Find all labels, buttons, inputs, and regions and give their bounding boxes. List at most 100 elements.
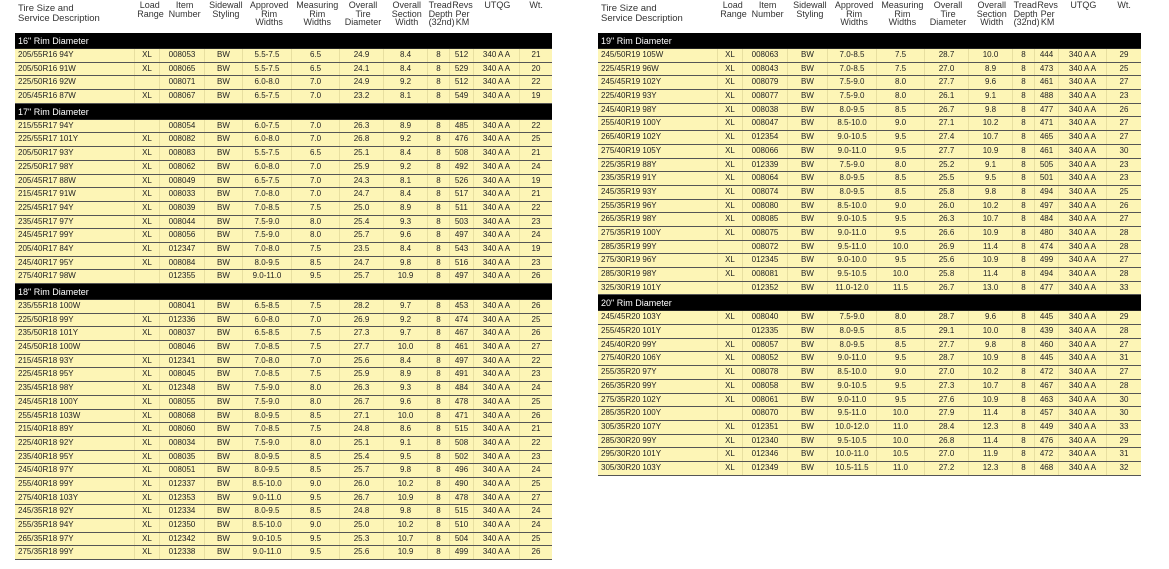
cell-approved-rim-widths: 7.5-9.0: [828, 158, 877, 172]
cell-approved-rim-widths: 8.5-10.0: [828, 366, 877, 379]
cell-measuring-rim-widths: 11.0: [877, 461, 925, 475]
cell-weight: 26: [531, 271, 541, 281]
cell-weight: 21: [531, 189, 541, 199]
cell-measuring-rim-widths: 10.0: [877, 434, 925, 448]
cell-tread-depth: 8: [428, 505, 450, 518]
cell-tread-depth: 8: [428, 49, 450, 62]
cell-utqg: 340 A A: [1059, 268, 1107, 281]
cell-tread-depth: 8: [1013, 90, 1035, 103]
cell-load-range: XL: [135, 450, 160, 464]
cell-utqg: 340 A A: [474, 354, 520, 368]
column-header-utqg: UTQG: [484, 0, 511, 10]
column-header-approved-rim-widths: Approved Rim Widths: [249, 0, 289, 27]
cell-revs-per-km: 517: [450, 188, 474, 201]
cell-approved-rim-widths: 6.0-8.0: [243, 133, 292, 147]
cell-tread-depth: 8: [1013, 158, 1035, 172]
cell-utqg: 340 A A: [474, 76, 520, 90]
cell-utqg: 340 A A: [474, 546, 520, 560]
cell-overall-section-width: 10.0: [969, 49, 1013, 62]
table-row: 255/35R18 94Y XL 012350 BW 8.5-10.0 9.0 25.0 10…: [15, 519, 552, 533]
cell-overall-section-width: 10.2: [384, 477, 428, 491]
cell-overall-section-width: 8.1: [384, 90, 428, 103]
cell-revs-per-km: 474: [450, 313, 474, 327]
cell-overall-section-width: 8.4: [384, 242, 428, 256]
cell-weight: 30: [1119, 408, 1129, 418]
cell-overall-section-width: 9.1: [969, 158, 1013, 172]
cell-overall-section-width: 10.0: [384, 341, 428, 354]
cell-item-number: 008062: [160, 160, 205, 174]
cell-revs-per-km: 515: [450, 423, 474, 436]
cell-revs-per-km: 463: [1035, 393, 1059, 407]
cell-sidewall-styling: BW: [205, 147, 243, 160]
cell-weight: 24: [531, 230, 541, 240]
cell-tread-depth: 8: [428, 256, 450, 270]
cell-utqg: 340 A A: [474, 133, 520, 147]
cell-weight: 21: [531, 424, 541, 434]
cell-tread-depth: 8: [428, 327, 450, 341]
cell-measuring-rim-widths: 10.0: [877, 240, 925, 254]
cell-load-range: XL: [718, 311, 743, 325]
cell-revs-per-km: 484: [450, 382, 474, 395]
cell-tread-depth: 8: [1013, 76, 1035, 90]
cell-revs-per-km: 549: [450, 90, 474, 103]
table-row: 225/50R17 98Y XL 008062 BW 6.0-8.0 7.0 25.9 9.2…: [15, 160, 552, 175]
cell-item-number: 008071: [160, 76, 205, 90]
cell-tire-size: 215/45R17 91W: [15, 188, 135, 201]
cell-overall-section-width: 9.6: [969, 76, 1013, 90]
cell-sidewall-styling: BW: [205, 368, 243, 382]
table-row: 285/35R19 99Y 008072 BW 9.5-11.0 10.0 26.9 11.…: [598, 240, 1141, 255]
table-header: Tire Size and Service Description Load Ra…: [598, 0, 1141, 33]
cell-sidewall-styling: BW: [205, 464, 243, 477]
cell-revs-per-km: 497: [450, 270, 474, 283]
cell-load-range: XL: [135, 313, 160, 327]
cell-tire-size: 225/35R19 88Y: [598, 158, 718, 172]
column-header-overall-tire-diameter: Overall Tire Diameter: [344, 0, 382, 27]
cell-tread-depth: 8: [428, 382, 450, 395]
cell-utqg: 340 A A: [474, 423, 520, 436]
cell-utqg: 340 A A: [1059, 393, 1107, 407]
cell-tread-depth: 8: [428, 313, 450, 327]
cell-measuring-rim-widths: 7.0: [292, 119, 340, 133]
cell-revs-per-km: 505: [1035, 158, 1059, 172]
cell-revs-per-km: 445: [1035, 352, 1059, 366]
cell-weight: 21: [531, 50, 541, 59]
cell-measuring-rim-widths: 8.0: [877, 90, 925, 103]
cell-measuring-rim-widths: 9.5: [877, 144, 925, 158]
cell-load-range: XL: [718, 158, 743, 172]
cell-load-range: XL: [718, 103, 743, 117]
cell-utqg: 340 A A: [1059, 448, 1107, 461]
cell-revs-per-km: 497: [450, 354, 474, 368]
table-row: 265/35R19 98Y XL 008085 BW 9.0-10.5 9.5 26.3 10…: [598, 213, 1141, 227]
cell-load-range: XL: [135, 62, 160, 76]
table-row: 235/35R19 91Y XL 008064 BW 8.0-9.5 8.5 25.5 9.5…: [598, 172, 1141, 186]
cell-overall-tire-diameter: 26.3: [925, 213, 969, 226]
cell-load-range: XL: [718, 393, 743, 407]
table-row: 245/50R19 105W XL 008063 BW 7.0-8.5 7.5 28.7 10…: [598, 49, 1141, 63]
cell-measuring-rim-widths: 7.5: [877, 62, 925, 76]
cell-overall-tire-diameter: 25.6: [925, 254, 969, 267]
cell-item-number: 008041: [160, 300, 205, 313]
cell-overall-tire-diameter: 27.1: [925, 117, 969, 131]
cell-item-number: 012339: [743, 158, 788, 172]
cell-tire-size: 285/35R19 99Y: [598, 240, 718, 254]
cell-load-range: XL: [718, 131, 743, 144]
table-row: 225/40R19 93Y XL 008077 BW 7.5-9.0 8.0 26.1 9.1…: [598, 90, 1141, 104]
cell-weight: 23: [531, 451, 541, 461]
cell-overall-section-width: 10.2: [969, 366, 1013, 379]
cell-weight: 25: [1119, 63, 1129, 73]
cell-item-number: 008066: [743, 144, 788, 158]
cell-overall-tire-diameter: 26.8: [340, 133, 384, 147]
cell-tire-size: 255/40R19 100Y: [598, 117, 718, 131]
cell-item-number: 008081: [743, 268, 788, 281]
cell-sidewall-styling: BW: [788, 131, 828, 144]
cell-load-range: XL: [135, 505, 160, 518]
cell-revs-per-km: 471: [450, 409, 474, 423]
cell-overall-section-width: 9.8: [384, 505, 428, 518]
cell-revs-per-km: 465: [1035, 131, 1059, 144]
cell-revs-per-km: 502: [450, 450, 474, 464]
cell-tread-depth: 8: [428, 90, 450, 103]
cell-utqg: 340 A A: [474, 229, 520, 242]
cell-approved-rim-widths: 9.5-10.5: [828, 268, 877, 281]
cell-item-number: 008077: [743, 90, 788, 103]
cell-revs-per-km: 497: [1035, 199, 1059, 213]
